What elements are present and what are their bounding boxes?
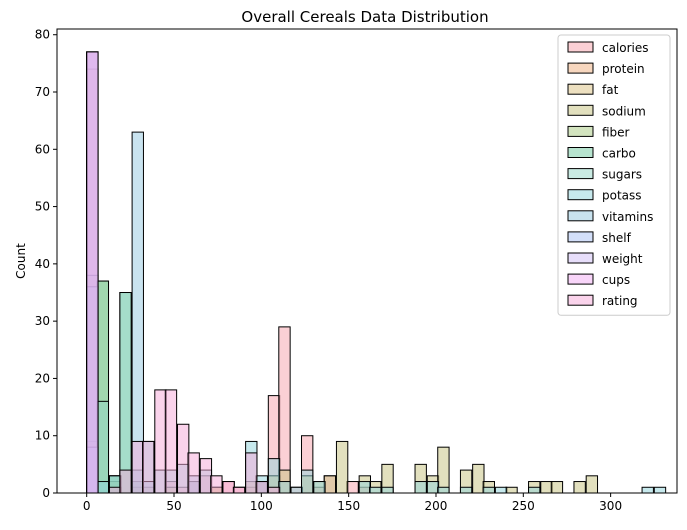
bar-sugars [96, 400, 110, 494]
bar-rating [108, 486, 122, 494]
y-tick-label: 30 [35, 314, 50, 328]
chart-title: Overall Cereals Data Distribution [241, 8, 488, 26]
bar-potass [653, 486, 667, 494]
bar-rating [187, 452, 200, 494]
bar-rating [131, 440, 144, 494]
y-tick-label: 60 [35, 142, 50, 156]
x-tick-label: 0 [83, 499, 91, 513]
bar-rating [119, 469, 132, 494]
bar-rating [177, 423, 190, 494]
bar-potass [528, 486, 541, 494]
legend-label-rating: rating [602, 294, 638, 308]
x-tick-label: 100 [250, 499, 273, 513]
legend-label-fat: fat [602, 83, 619, 97]
bar-potass [459, 486, 473, 494]
legend-label-sodium: sodium [602, 104, 646, 118]
legend-swatch-vitamins [567, 210, 594, 222]
legend-swatch-calories [567, 41, 594, 53]
bar-rating [199, 458, 213, 494]
bar-sodium [437, 446, 450, 494]
legend-label-calories: calories [602, 41, 649, 55]
legend-label-weight: weight [602, 252, 643, 266]
bar-potass [301, 469, 314, 494]
legend-label-protein: protein [602, 62, 645, 76]
y-axis-label: Count [14, 243, 28, 279]
bar-potass [426, 481, 440, 494]
bar-potass [482, 486, 495, 494]
bar-sodium [472, 463, 485, 494]
legend-swatch-protein [567, 62, 594, 74]
y-tick-label: 40 [35, 257, 50, 271]
legend-swatch-sugars [567, 168, 594, 180]
bar-rating [232, 486, 246, 494]
bar-rating [210, 475, 223, 494]
bar-calories [346, 481, 359, 494]
legend-label-cups: cups [602, 273, 630, 287]
y-tick-label: 20 [35, 371, 50, 385]
legend-label-carbo: carbo [602, 147, 636, 161]
bar-sugars [119, 292, 132, 494]
bar-sodium [323, 475, 337, 494]
bar-potass [414, 481, 427, 494]
bar-potass [369, 486, 382, 494]
bar-calories [278, 326, 291, 494]
bar-sodium [573, 481, 586, 494]
bar-rating [164, 389, 178, 494]
legend-label-potass: potass [602, 189, 642, 203]
x-tick-label: 150 [337, 499, 360, 513]
bar-rating [267, 486, 281, 494]
bar-potass [381, 486, 394, 494]
bar-rating [255, 481, 268, 494]
legend-swatch-sodium [567, 104, 594, 116]
y-tick-label: 70 [35, 85, 50, 99]
bar-sodium [335, 440, 349, 494]
series-rating [108, 389, 281, 494]
bar-potass [313, 481, 326, 494]
x-tick-label: 250 [512, 499, 535, 513]
bar-potass [290, 486, 303, 494]
bar-rating [154, 389, 167, 494]
y-tick-label: 10 [35, 429, 50, 443]
bar-sodium [505, 486, 518, 494]
legend-label-sugars: sugars [602, 168, 642, 182]
legend-swatch-cups [567, 273, 594, 285]
bar-potass [494, 486, 508, 494]
x-tick-label: 200 [425, 499, 448, 513]
legend: calories protein fat sodium fiber carbo sugars… [557, 34, 671, 316]
legend-swatch-carbo [567, 147, 594, 158]
legend-swatch-potass [567, 189, 594, 201]
y-tick-label: 0 [42, 486, 50, 500]
bar-potass [278, 481, 291, 494]
legend-swatch-fiber [567, 125, 594, 137]
legend-swatch-rating [567, 294, 594, 306]
y-tick-label: 80 [35, 28, 50, 42]
bar-rating [222, 481, 235, 494]
bar-sodium [540, 481, 553, 494]
bar-potass [641, 486, 654, 494]
bar-sodium [585, 475, 599, 494]
x-tick-label: 50 [166, 499, 181, 513]
y-tick-label: 50 [35, 200, 50, 214]
series-cups [86, 51, 99, 494]
bar-rating [142, 440, 155, 494]
legend-label-shelf: shelf [602, 231, 632, 245]
bars-layer [86, 51, 667, 494]
bar-cups [86, 51, 99, 494]
x-tick-label: 300 [599, 499, 622, 513]
bar-sodium [550, 481, 564, 494]
plot-frame [56, 28, 678, 494]
bar-vitamins [131, 131, 144, 494]
legend-label-fiber: fiber [602, 125, 630, 139]
legend-label-vitamins: vitamins [602, 210, 653, 224]
bar-rating [245, 452, 258, 494]
legend-swatch-weight [567, 252, 594, 264]
bar-potass [358, 481, 371, 494]
legend-swatch-fat [567, 83, 594, 95]
bar-potass [437, 486, 450, 494]
legend-swatch-shelf [567, 231, 594, 243]
bar-potass [96, 481, 110, 494]
axes-layer: 0 50 100 150 200 250 300 0 10 20 30 40 50 60 70 80 [35, 28, 678, 513]
